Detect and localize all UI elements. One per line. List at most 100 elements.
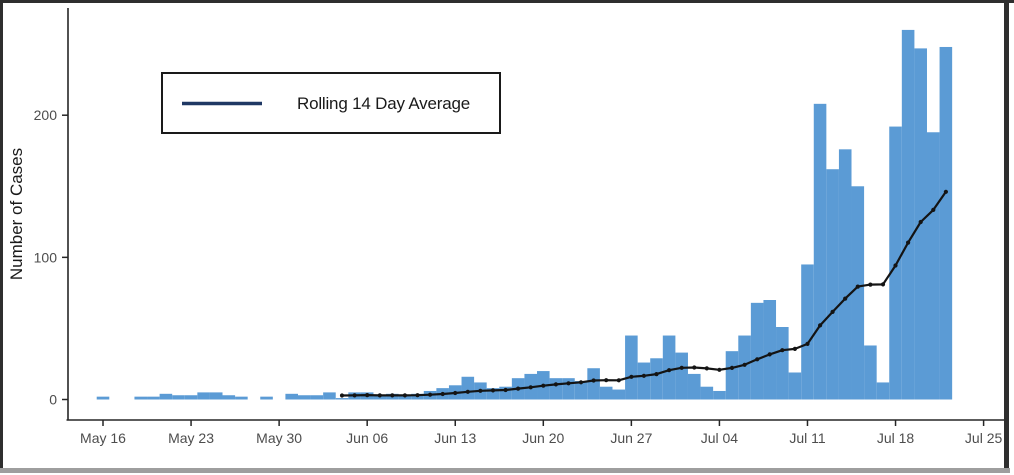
bar-jun-28 <box>637 362 651 400</box>
bar-may-21 <box>159 393 173 400</box>
bar-may-16 <box>96 396 110 400</box>
bar-jun-02 <box>310 395 324 400</box>
rolling-average-point <box>352 393 357 398</box>
rolling-average-point <box>755 357 760 362</box>
bar-jul-17 <box>876 382 890 400</box>
bar-jun-24 <box>587 368 600 400</box>
x-tick-label: Jun 13 <box>434 430 476 446</box>
bar-jul-06 <box>738 335 751 400</box>
x-tick-label: Jul 25 <box>965 430 1003 446</box>
bar-may-31 <box>285 393 298 400</box>
rolling-average-line <box>339 189 949 398</box>
bar-jul-05 <box>725 351 739 400</box>
bar-jul-02 <box>687 373 701 400</box>
bar-jun-04 <box>335 398 349 400</box>
rolling-average-point <box>818 323 823 328</box>
rolling-average-point <box>893 263 898 268</box>
rolling-average-point <box>742 362 747 367</box>
rolling-average-point <box>616 378 621 383</box>
bar-may-25 <box>209 392 223 400</box>
bar-may-20 <box>147 396 160 400</box>
bar-jul-01 <box>675 352 688 400</box>
x-tick-label: May 23 <box>168 430 214 446</box>
x-tick-label: Jul 18 <box>877 430 915 446</box>
bar-jun-30 <box>662 335 676 400</box>
bar-jun-26 <box>612 389 626 400</box>
rolling-average-point <box>365 393 370 398</box>
window-border-bottom <box>0 468 1010 473</box>
x-tick-label: May 30 <box>256 430 302 446</box>
rolling-average-point <box>704 366 709 371</box>
bar-may-26 <box>222 395 236 400</box>
rolling-average-point <box>591 378 596 383</box>
bar-jul-03 <box>700 386 714 400</box>
rolling-average-point <box>516 386 521 391</box>
rolling-average-point <box>855 284 860 289</box>
bar-may-27 <box>235 396 248 400</box>
rolling-average-point <box>868 282 873 287</box>
rolling-average-point <box>453 390 458 396</box>
rolling-average-point <box>604 378 609 383</box>
x-tick-label: Jun 27 <box>610 430 652 446</box>
rolling-average-point <box>830 309 835 314</box>
window-border-top <box>0 0 1014 3</box>
bar-jun-27 <box>625 335 638 400</box>
rolling-average-point <box>428 392 433 397</box>
bar-jul-15 <box>851 186 865 400</box>
window-border-right <box>1004 0 1009 471</box>
y-axis-title: Number of Cases <box>7 148 26 280</box>
bar-may-24 <box>197 392 210 400</box>
rolling-average-point <box>931 207 936 212</box>
bar-jun-01 <box>297 395 311 400</box>
bar-jul-07 <box>750 302 764 400</box>
legend: Rolling 14 Day Average <box>161 72 501 134</box>
bar-jul-12 <box>813 103 827 400</box>
x-tick-label: Jul 11 <box>789 430 826 446</box>
rolling-average-point <box>440 391 445 397</box>
x-tick-label: Jun 20 <box>522 430 564 446</box>
rolling-average-point <box>339 393 345 398</box>
window-border-left <box>0 0 3 471</box>
rolling-average-point <box>377 393 382 398</box>
bar-jul-21 <box>926 132 940 400</box>
bar-may-23 <box>184 395 198 400</box>
bar-jul-13 <box>826 169 839 400</box>
rolling-average-point <box>805 341 810 346</box>
rolling-average-point <box>880 282 886 287</box>
rolling-average-point <box>402 393 407 398</box>
bar-may-19 <box>134 396 148 400</box>
rolling-average-point <box>503 387 508 393</box>
bar-may-22 <box>172 395 185 400</box>
bar-jul-19 <box>901 29 915 400</box>
bar-jul-08 <box>763 300 777 400</box>
rolling-average-point <box>465 389 470 394</box>
rolling-average-point <box>390 393 395 398</box>
rolling-average-point <box>943 189 949 194</box>
rolling-average-point <box>478 388 483 393</box>
bar-jul-04 <box>713 390 726 400</box>
bar-jun-21 <box>549 378 563 400</box>
rolling-average-point <box>692 365 697 370</box>
bar-jun-23 <box>574 381 588 400</box>
rolling-average-point <box>641 373 647 378</box>
rolling-average-point <box>843 296 848 301</box>
bar-jul-14 <box>838 149 852 400</box>
bar-jun-03 <box>323 392 336 400</box>
rolling-average-point <box>906 240 911 245</box>
bar-jul-18 <box>889 126 902 400</box>
y-tick-label: 0 <box>49 392 57 408</box>
rolling-average-point <box>717 367 722 372</box>
bar-jul-10 <box>788 372 802 400</box>
rolling-average-point <box>918 219 923 225</box>
rolling-average-point <box>528 385 533 390</box>
bar-jul-11 <box>801 264 814 400</box>
bar-jul-22 <box>939 46 953 400</box>
rolling-average-point <box>780 348 785 353</box>
rolling-average-point <box>553 382 559 387</box>
rolling-average-point <box>629 374 634 379</box>
y-tick-label: 200 <box>34 107 58 123</box>
bar-jul-16 <box>864 345 877 400</box>
bar-jun-25 <box>599 386 613 400</box>
